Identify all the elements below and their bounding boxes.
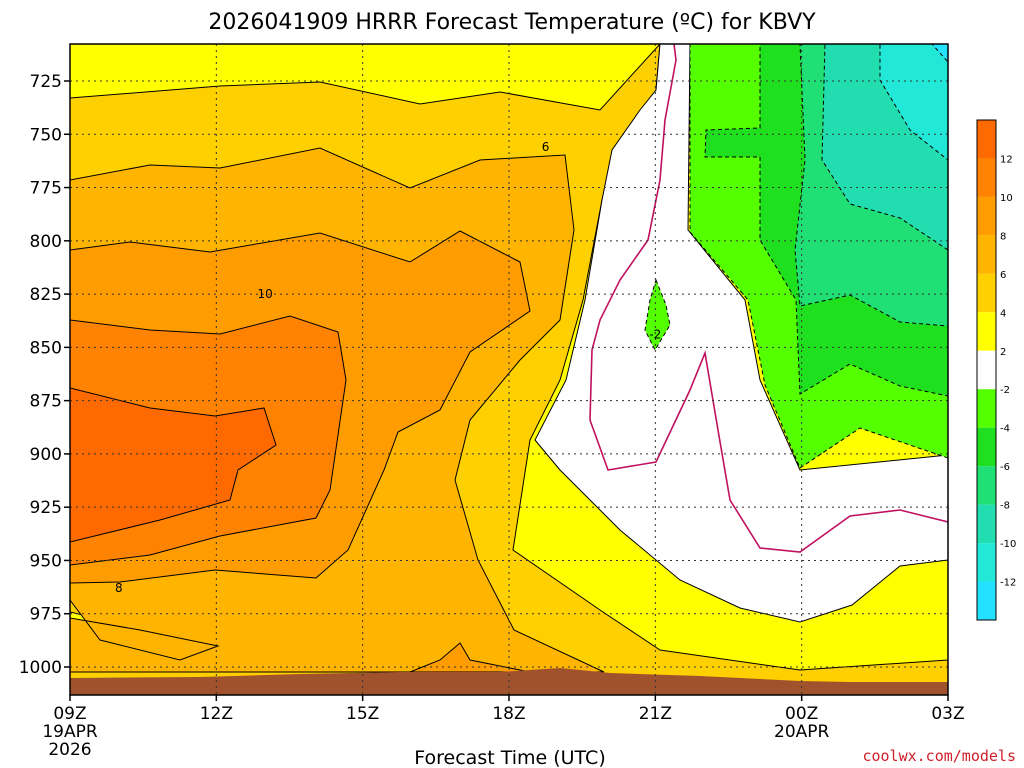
y-tick-label: 825: [30, 285, 62, 305]
colorbar-label: -10: [1000, 539, 1016, 550]
colorbar-label: 10: [1000, 193, 1013, 204]
colorbar-bin: [977, 273, 996, 313]
x-tick-label: 03Z: [931, 704, 964, 724]
chart-title: 2026041909 HRRR Forecast Temperature (ºC…: [208, 10, 816, 35]
y-tick-label: 925: [30, 498, 62, 518]
contour-label: 6: [542, 140, 550, 154]
colorbar-bin: [977, 466, 996, 505]
contour-label: -2: [649, 328, 661, 342]
y-tick-label: 725: [30, 72, 62, 92]
colorbar: 12 10 8 6 4 2 -2 -4 -6 -8 -10 -12: [976, 119, 1016, 621]
band-minus12-minus10: [879, 44, 948, 161]
band-minus2-2: [534, 44, 948, 623]
colorbar-bin: [977, 158, 996, 197]
colorbar-label: -12: [1000, 578, 1016, 589]
colorbar-label: 12: [1000, 154, 1013, 165]
x-tick-label: 12Z: [200, 704, 233, 724]
band-small-green-pocket: [644, 278, 671, 352]
colorbar-label: -6: [1000, 462, 1010, 473]
colorbar-label: -4: [1000, 424, 1010, 435]
x-date-label: 20APR: [774, 722, 830, 742]
contour-label: 10: [257, 287, 272, 301]
y-tick-label: 950: [30, 551, 62, 571]
y-tick-label: 1000: [19, 658, 62, 678]
colorbar-label: 6: [1000, 270, 1006, 281]
colorbar-bin: [977, 543, 996, 582]
y-tick-label: 975: [30, 605, 62, 625]
x-tick-label: 15Z: [346, 704, 379, 724]
y-tick-label: 850: [30, 338, 62, 358]
credit-text: coolwx.com/models: [862, 747, 1016, 765]
band-12-14: [70, 387, 277, 543]
x-tick-label: 21Z: [639, 704, 672, 724]
colorbar-bin: [977, 389, 996, 428]
x-tick-label: 00Z: [785, 704, 818, 724]
contour-label: 8: [115, 581, 123, 595]
colorbar-frame: [976, 119, 997, 621]
x-axis-title: Forecast Time (UTC): [414, 747, 605, 768]
colorbar-label: 4: [1000, 308, 1006, 319]
y-axis: 725 750 775 800 825 850 875 900 925 950 975 1000: [19, 72, 70, 678]
y-tick-label: 800: [30, 232, 62, 252]
colorbar-label: 2: [1000, 347, 1006, 358]
x-date-label: 2026: [48, 740, 91, 760]
colorbar-bin: [977, 196, 996, 236]
colorbar-bin: [977, 312, 996, 351]
colorbar-bin: [977, 350, 996, 390]
contour-labels: 6 10 8 -2: [115, 140, 661, 595]
colorbar-label: -2: [1000, 385, 1010, 396]
y-tick-label: 875: [30, 392, 62, 412]
colorbar-label: 8: [1000, 231, 1006, 242]
x-tick-label: 18Z: [492, 704, 525, 724]
colorbar-bin: [977, 427, 996, 467]
band-minus14-minus12: [931, 44, 948, 63]
colorbar-bin: [977, 504, 996, 544]
colorbar-bin: [977, 235, 996, 274]
colorbar-bin: [977, 581, 996, 620]
x-date-label: 19APR: [42, 722, 98, 742]
y-tick-label: 750: [30, 125, 62, 145]
x-tick-label: 09Z: [53, 704, 86, 724]
colorbar-label: -8: [1000, 501, 1010, 512]
colorbar-bin: [977, 120, 996, 159]
gridlines: [70, 44, 948, 695]
band-2-4-upper: [70, 44, 661, 111]
y-tick-label: 775: [30, 179, 62, 199]
zero-degree-line: [589, 44, 948, 553]
y-tick-label: 900: [30, 445, 62, 465]
